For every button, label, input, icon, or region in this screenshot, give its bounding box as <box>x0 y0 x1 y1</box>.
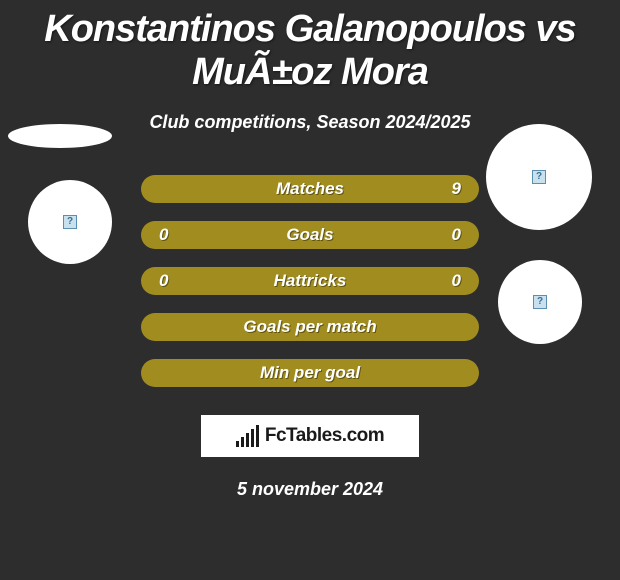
chart-bars-icon <box>236 425 259 447</box>
stat-row-goals: 0 Goals 0 <box>141 221 479 249</box>
player-left-avatar: ? <box>28 180 112 264</box>
player-right-top-avatar: ? <box>486 124 592 230</box>
stat-right-value: 0 <box>441 271 461 291</box>
stat-label: Goals <box>179 225 441 245</box>
stat-right-value: 9 <box>441 179 461 199</box>
stat-row-goals-per-match: Goals per match <box>141 313 479 341</box>
stat-row-min-per-goal: Min per goal <box>141 359 479 387</box>
stat-row-hattricks: 0 Hattricks 0 <box>141 267 479 295</box>
stat-left-value: 0 <box>159 271 179 291</box>
placeholder-icon: ? <box>63 215 77 229</box>
stat-label: Goals per match <box>243 317 376 337</box>
stat-row-matches: Matches 9 <box>141 175 479 203</box>
player-right-bottom-avatar: ? <box>498 260 582 344</box>
placeholder-icon: ? <box>533 295 547 309</box>
avatar-ellipse <box>8 124 112 148</box>
stat-label: Hattricks <box>179 271 441 291</box>
stat-label: Min per goal <box>260 363 360 383</box>
stat-left-value: 0 <box>159 225 179 245</box>
logo-badge: FcTables.com <box>201 415 419 457</box>
stat-label: Matches <box>179 179 441 199</box>
page-date: 5 november 2024 <box>0 479 620 500</box>
placeholder-icon: ? <box>532 170 546 184</box>
stat-right-value: 0 <box>441 225 461 245</box>
page-title: Konstantinos Galanopoulos vs MuÃ±oz Mora <box>0 0 620 94</box>
logo-text: FcTables.com <box>265 425 384 447</box>
